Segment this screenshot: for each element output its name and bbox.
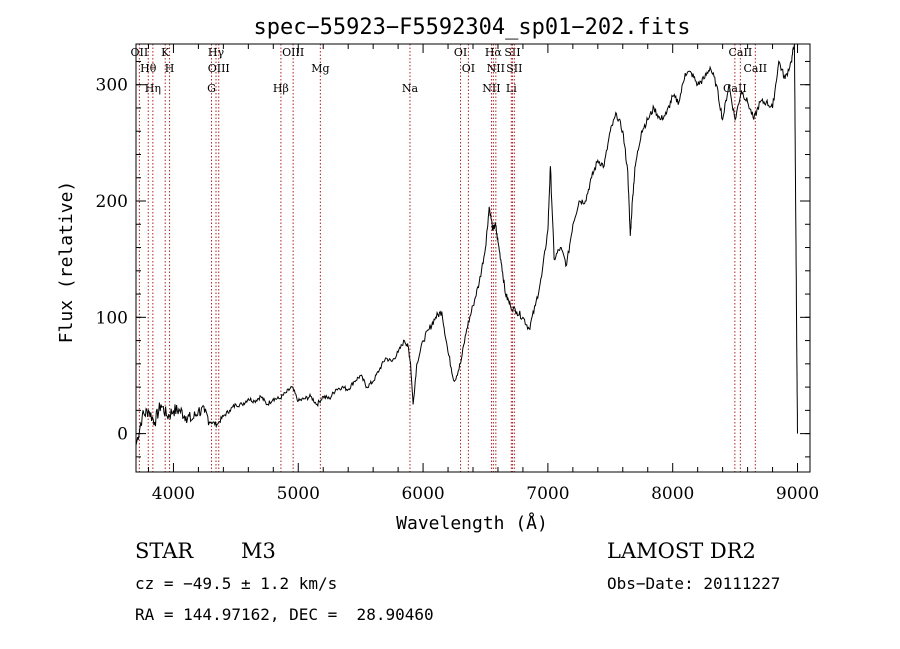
line-label-3: K	[161, 46, 170, 59]
line-label-2: Hη	[145, 82, 161, 95]
spectral-line-markers: OIIHθHηKHGHγOIIIHβOIIIMgNaOIOINIIHαNIILi…	[131, 44, 767, 472]
y-axis-label: Flux (relative)	[56, 181, 77, 344]
ra-dec-coordinates: RA = 144.97162, DEC = 28.90460	[135, 605, 434, 624]
y-tick-label-0: 0	[117, 425, 128, 445]
line-label-21: CaII	[729, 46, 753, 59]
line-label-14: NII	[482, 82, 500, 95]
object-class: STAR	[135, 539, 194, 563]
line-label-9: OIII	[282, 46, 304, 59]
x-tick-label-1: 5000	[277, 484, 320, 504]
line-label-11: Na	[402, 82, 419, 95]
spectrum-line	[135, 43, 798, 446]
line-label-5: G	[207, 82, 216, 95]
line-label-15: Hα	[485, 46, 503, 59]
y-tick-label-2: 200	[96, 192, 128, 212]
redshift-cz: cz = −49.5 ± 1.2 km/s	[135, 574, 338, 593]
line-label-0: OII	[131, 46, 149, 59]
plot-frame	[135, 43, 811, 473]
line-label-12: OI	[454, 46, 467, 59]
observation-date: Obs−Date: 20111227	[607, 574, 781, 593]
line-label-6: Hγ	[208, 46, 225, 59]
survey-name: LAMOST DR2	[607, 539, 756, 563]
line-label-1: Hθ	[140, 62, 157, 75]
x-tick-label-3: 7000	[526, 484, 569, 504]
line-label-10: Mg	[311, 62, 329, 75]
line-label-22: CaII	[743, 62, 767, 75]
x-tick-label-2: 6000	[401, 484, 444, 504]
line-label-17: Li	[506, 82, 517, 95]
x-tick-label-5: 9000	[776, 484, 819, 504]
plot-axes: 4000 5000 6000 7000 8000 9000 0 100 200 300	[96, 43, 819, 504]
y-tick-label-1: 100	[96, 308, 128, 328]
x-axis-label: Wavelength (Å)	[396, 512, 548, 534]
line-label-19: SII	[506, 62, 522, 75]
line-label-7: OIII	[208, 62, 230, 75]
object-subclass: M3	[241, 539, 276, 563]
line-label-16: NII	[487, 62, 505, 75]
line-label-8: Hβ	[273, 82, 289, 95]
line-label-4: H	[165, 62, 175, 75]
line-label-13: OI	[462, 62, 475, 75]
x-tick-label-0: 4000	[152, 484, 195, 504]
chart-title: spec−55923−F5592304_sp01−202.fits	[253, 15, 690, 40]
spectrum-series	[135, 43, 798, 446]
y-tick-label-3: 300	[96, 76, 128, 96]
x-tick-label-4: 8000	[651, 484, 694, 504]
line-label-18: SII	[504, 46, 520, 59]
